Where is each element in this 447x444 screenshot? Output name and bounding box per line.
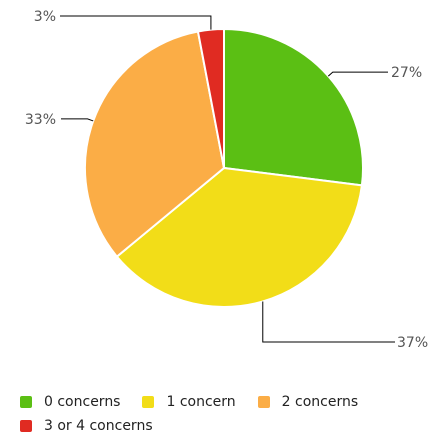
legend: 0 concerns 1 concern 2 concerns 3 or 4 c… [20,390,440,438]
legend-row: 3 or 4 concerns [20,414,440,438]
data-label: 37% [397,335,428,351]
legend-label-1-concern: 1 concern [166,394,236,410]
legend-swatch-3-or-4-concerns [20,420,32,432]
legend-item-0-concerns[interactable]: 0 concerns [20,394,120,410]
data-label: 33% [25,112,56,128]
legend-item-2-concerns[interactable]: 2 concerns [257,394,359,410]
pie-chart: 27% 37% 33% 3% [25,9,428,351]
legend-label-0-concerns: 0 concerns [44,394,121,410]
leader-line [262,301,395,343]
legend-item-1-concern[interactable]: 1 concern [142,394,236,410]
pie-slice-1-concern[interactable] [115,166,364,308]
pie-slice-2-concerns[interactable] [84,30,226,259]
data-label: 27% [391,65,422,81]
pie-slice-3-or-4-concerns[interactable] [196,27,225,169]
leader-line [61,118,94,122]
legend-row: 0 concerns 1 concern 2 concerns [20,390,440,414]
legend-swatch-0-concerns [20,396,32,408]
legend-label-3-or-4-concerns: 3 or 4 concerns [44,418,153,434]
pie-slice-0-concerns[interactable] [223,27,364,187]
legend-item-3-or-4-concerns[interactable]: 3 or 4 concerns [20,418,153,434]
leader-line [60,15,212,30]
legend-label-2-concerns: 2 concerns [281,394,359,410]
leader-line [327,71,388,77]
legend-swatch-2-concerns [257,396,270,408]
legend-swatch-1-concern [142,396,155,408]
data-label: 3% [34,9,56,25]
